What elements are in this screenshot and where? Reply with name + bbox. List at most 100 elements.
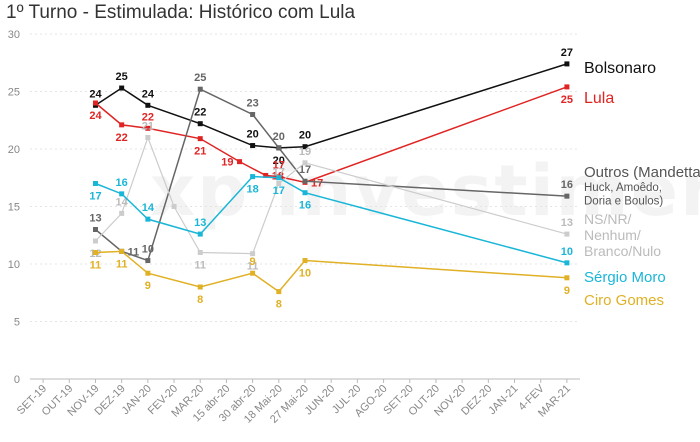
data-point — [564, 84, 570, 90]
y-tick-label: 15 — [8, 202, 20, 214]
data-point — [250, 270, 256, 276]
data-label: 17 — [273, 185, 285, 197]
data-label: 14 — [142, 202, 155, 214]
data-point — [145, 135, 151, 140]
legend-item: Bolsonaro — [584, 60, 656, 77]
y-tick-label: 5 — [14, 317, 20, 329]
data-label: 11 — [128, 246, 140, 258]
data-label: 11 — [116, 258, 128, 270]
legend-item: Doria e Boulos) — [584, 196, 663, 208]
data-label: 17 — [299, 164, 311, 176]
data-label: 10 — [561, 246, 573, 258]
x-tick-label: JAN-21 — [486, 383, 520, 417]
data-point — [302, 258, 308, 264]
data-label: 22 — [142, 111, 154, 123]
data-label: 13 — [89, 213, 101, 225]
data-label: 17 — [273, 167, 285, 179]
data-point — [92, 227, 98, 232]
data-point — [276, 145, 282, 151]
data-label: 13 — [194, 217, 206, 229]
y-tick-label: 25 — [8, 87, 20, 99]
data-point — [145, 125, 151, 131]
data-label: 25 — [116, 71, 128, 83]
legend-item: Branco/Nulo — [584, 243, 661, 259]
data-label: 19 — [221, 157, 233, 169]
data-label: 20 — [273, 131, 285, 143]
y-tick-label: 0 — [14, 374, 20, 386]
data-label: 9 — [564, 285, 570, 297]
data-point — [92, 238, 98, 244]
data-label: 27 — [561, 47, 573, 59]
data-label: 14 — [116, 196, 129, 208]
legend-item: Outros (Mandetta, — [584, 164, 700, 181]
data-label: 18 — [246, 184, 258, 196]
series-line — [95, 63, 568, 149]
data-label: 8 — [197, 294, 203, 306]
legend-item: NS/NR/ — [584, 211, 632, 227]
data-point — [145, 102, 151, 108]
data-label: 8 — [276, 299, 282, 311]
data-point — [250, 251, 256, 257]
data-point — [197, 86, 203, 92]
legend-item: Sérgio Moro — [584, 269, 666, 286]
data-label: 16 — [561, 179, 573, 191]
data-label: 24 — [89, 110, 102, 122]
data-label: 13 — [561, 217, 573, 229]
legend-item: Ciro Gomes — [584, 292, 664, 309]
data-point — [250, 174, 256, 180]
legend-item: Lula — [584, 90, 614, 107]
data-label: 25 — [194, 72, 206, 84]
data-label: 22 — [194, 107, 206, 119]
data-label: 20 — [299, 130, 311, 142]
y-tick-label: 20 — [8, 144, 20, 156]
data-point — [119, 122, 125, 128]
data-point — [119, 85, 125, 91]
series-line — [94, 86, 568, 184]
data-point — [119, 210, 125, 216]
series-line — [95, 175, 568, 264]
data-label: 21 — [142, 121, 154, 133]
data-label: 25 — [561, 94, 573, 106]
data-point — [237, 159, 243, 165]
data-point — [197, 284, 203, 290]
data-point — [171, 204, 177, 209]
data-label: 24 — [89, 88, 102, 100]
data-label: 22 — [116, 132, 128, 144]
data-point — [250, 112, 256, 117]
data-point — [302, 178, 308, 184]
data-label: 16 — [299, 200, 311, 212]
data-point — [276, 181, 282, 186]
data-point — [302, 190, 308, 196]
data-point — [145, 258, 151, 264]
data-label: 24 — [142, 88, 155, 100]
data-point — [564, 275, 570, 281]
y-tick-label: 30 — [8, 29, 20, 41]
data-point — [302, 160, 308, 166]
data-label: 20 — [246, 129, 258, 141]
data-label: 16 — [116, 177, 128, 189]
data-label: 17 — [311, 177, 323, 189]
data-point — [564, 193, 570, 199]
data-label: 20 — [273, 155, 285, 167]
data-point — [197, 121, 203, 127]
data-label: 19 — [299, 146, 311, 158]
data-point — [564, 231, 570, 237]
data-label: 17 — [273, 160, 285, 172]
data-point — [263, 172, 269, 178]
series-line — [95, 135, 568, 255]
data-point — [250, 143, 256, 149]
data-label: 21 — [194, 146, 206, 158]
data-label: 10 — [142, 244, 154, 256]
data-point — [276, 289, 282, 295]
data-label: 11 — [194, 260, 206, 272]
data-point — [119, 191, 125, 197]
data-point — [92, 100, 98, 106]
data-point — [145, 270, 151, 276]
data-point — [302, 144, 308, 150]
legend-item: Huck, Amoêdo, — [584, 182, 662, 194]
data-point — [197, 136, 203, 142]
data-label: 10 — [299, 268, 311, 280]
legend-item: Nenhum/ — [584, 227, 641, 243]
data-label: 23 — [246, 98, 258, 110]
